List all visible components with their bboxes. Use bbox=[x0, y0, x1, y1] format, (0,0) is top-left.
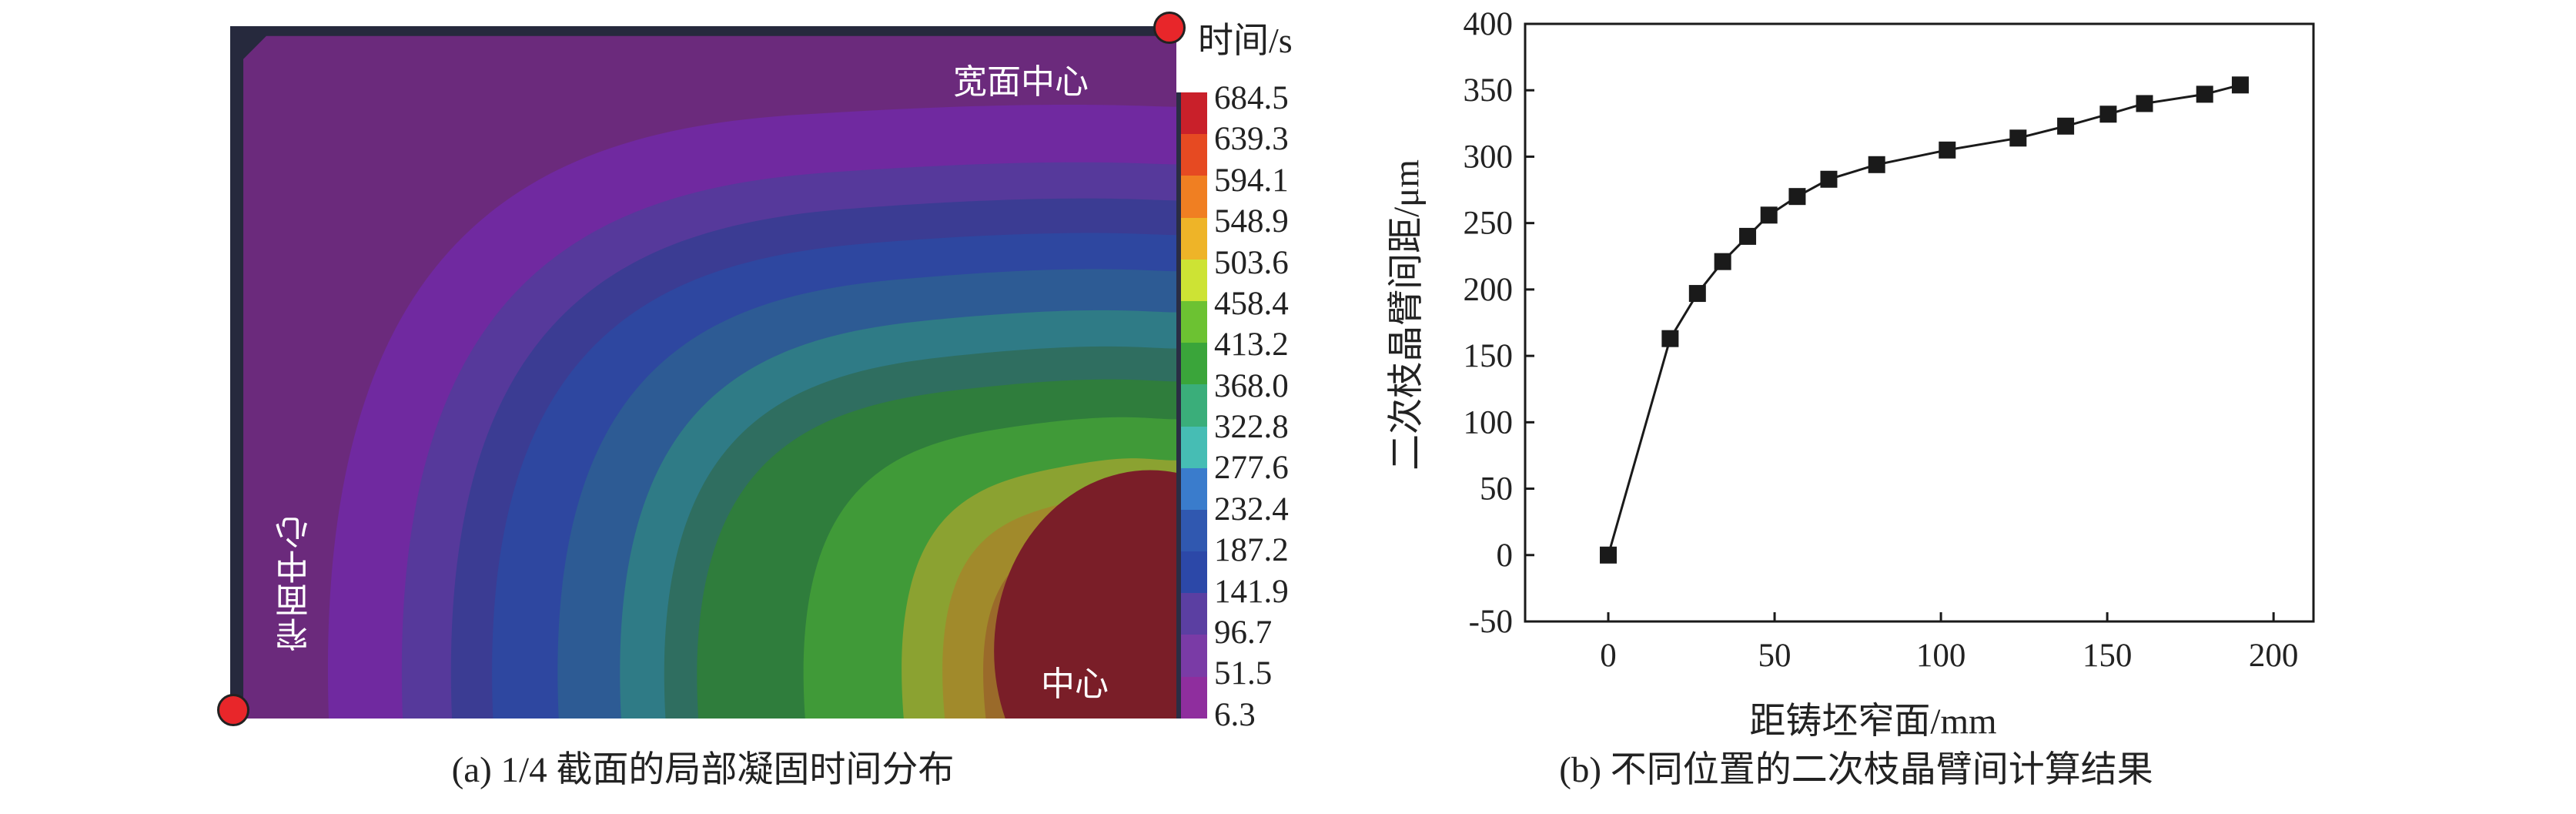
data-point bbox=[1688, 285, 1706, 303]
colorbar-segment bbox=[1181, 134, 1207, 176]
colorbar-segment bbox=[1181, 300, 1207, 343]
colorbar-tick-label: 684.5 bbox=[1214, 80, 1289, 116]
colorbar-tick-label: 368.0 bbox=[1214, 367, 1289, 404]
colorbar-tick-label: 96.7 bbox=[1214, 615, 1273, 652]
y-tick-label: 200 bbox=[1464, 272, 1514, 308]
caption-a: (a) 1/4 截面的局部凝固时间分布 bbox=[451, 750, 955, 790]
data-point bbox=[1714, 253, 1731, 270]
colorbar-segment bbox=[1181, 509, 1207, 552]
x-tick-label: 150 bbox=[2083, 638, 2133, 674]
y-tick-label: 150 bbox=[1464, 338, 1514, 374]
x-tick-label: 100 bbox=[1916, 638, 1966, 674]
y-tick-label: 100 bbox=[1464, 404, 1514, 440]
data-point bbox=[1661, 330, 1679, 347]
y-tick-label: 350 bbox=[1464, 72, 1514, 109]
data-point bbox=[2196, 85, 2213, 103]
data-point bbox=[1600, 546, 1618, 564]
colorbar-tick-label: 503.6 bbox=[1214, 244, 1289, 281]
data-point bbox=[1868, 156, 1885, 173]
x-tick-label: 50 bbox=[1758, 638, 1791, 674]
colorbar-tick-label: 187.2 bbox=[1214, 532, 1289, 569]
x-tick-label: 0 bbox=[1600, 638, 1617, 674]
colorbar-segment bbox=[1181, 551, 1207, 594]
data-point bbox=[1760, 206, 1778, 224]
colorbar-tick-label: 548.9 bbox=[1214, 203, 1289, 240]
data-point bbox=[2136, 95, 2153, 112]
colorbar-segment bbox=[1181, 217, 1207, 260]
corner-marker-top-right bbox=[1153, 12, 1186, 44]
colorbar-segment bbox=[1181, 593, 1207, 635]
solidification-time-heatmap bbox=[230, 26, 1176, 719]
colorbar-segment bbox=[1181, 676, 1207, 719]
colorbar-segment bbox=[1181, 467, 1207, 510]
colorbar-tick-label: 639.3 bbox=[1214, 121, 1289, 158]
colorbar-tick-label: 277.6 bbox=[1214, 450, 1289, 487]
y-axis-label: 二次枝晶臂间距/μm bbox=[1387, 159, 1427, 471]
colorbar-tick-label: 6.3 bbox=[1214, 696, 1256, 733]
y-tick-label: 50 bbox=[1480, 471, 1513, 507]
y-tick-label: 250 bbox=[1464, 206, 1514, 242]
series-line bbox=[1607, 83, 2241, 556]
colorbar-tick-label: 413.2 bbox=[1214, 327, 1289, 363]
colorbar-segment bbox=[1181, 426, 1207, 468]
colorbar-segment bbox=[1181, 384, 1207, 427]
colorbar-tick-label: 51.5 bbox=[1214, 655, 1273, 692]
corner-marker-bottom-left bbox=[217, 694, 249, 726]
data-point bbox=[1820, 170, 1838, 188]
data-point bbox=[1739, 227, 1757, 245]
y-tick-label: -50 bbox=[1469, 604, 1513, 640]
data-point bbox=[1939, 141, 1956, 159]
colorbar-tick-label: 458.4 bbox=[1214, 285, 1289, 322]
center-label: 中心 bbox=[1041, 665, 1109, 703]
y-tick-label: 300 bbox=[1464, 139, 1514, 175]
band-core bbox=[994, 470, 1176, 719]
plot-frame bbox=[1524, 22, 2315, 623]
colorbar-tick-label: 594.1 bbox=[1214, 162, 1289, 199]
colorbar-title: 时间/s bbox=[1198, 21, 1293, 60]
colorbar-tick-label: 141.9 bbox=[1214, 573, 1289, 610]
caption-b: (b) 不同位置的二次枝晶臂间计算结果 bbox=[1559, 750, 2153, 790]
colorbar-segment bbox=[1181, 635, 1207, 677]
colorbar-tick-label: 322.8 bbox=[1214, 409, 1289, 446]
colorbar-tick-label: 232.4 bbox=[1214, 491, 1289, 528]
x-tick-label: 200 bbox=[2249, 638, 2299, 674]
data-point bbox=[1788, 188, 1806, 206]
x-axis-label: 距铸坯窄面/mm bbox=[1749, 702, 1996, 742]
data-point bbox=[2231, 76, 2249, 94]
y-tick-label: 400 bbox=[1464, 6, 1514, 42]
wide-face-center-label: 宽面中心 bbox=[953, 63, 1089, 101]
data-point bbox=[2057, 117, 2075, 135]
data-point bbox=[2009, 129, 2027, 147]
colorbar-segment bbox=[1181, 176, 1207, 218]
y-tick-label: 0 bbox=[1497, 538, 1514, 574]
colorbar-segment bbox=[1181, 259, 1207, 301]
colorbar-segment bbox=[1181, 343, 1207, 385]
colorbar-segment bbox=[1181, 92, 1207, 135]
data-point bbox=[2099, 106, 2117, 123]
colorbar bbox=[1176, 92, 1207, 719]
